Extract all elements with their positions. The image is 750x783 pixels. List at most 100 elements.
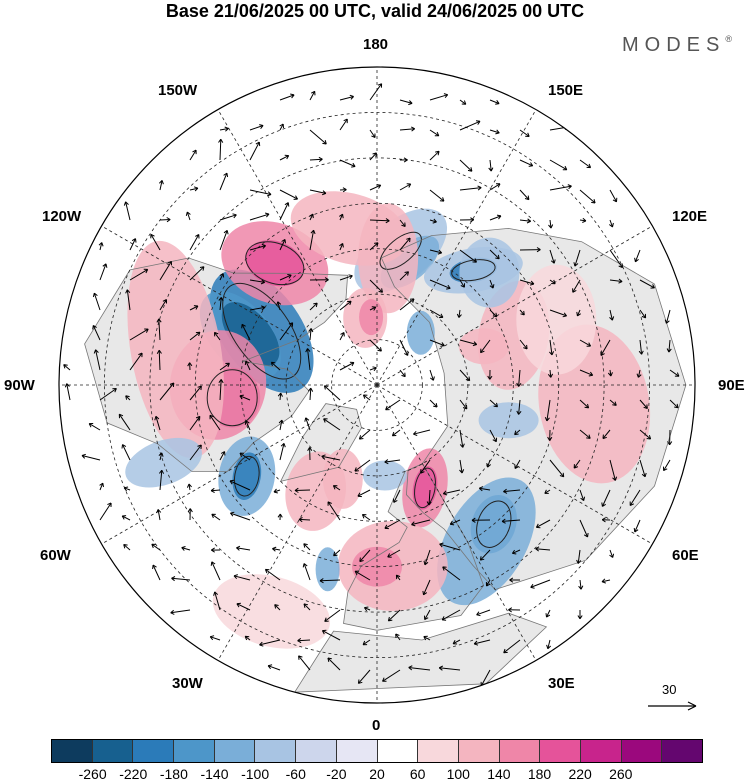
- wind-arrow: [549, 309, 567, 318]
- wind-arrow: [489, 279, 495, 289]
- registered-mark: ®: [725, 34, 732, 44]
- wind-arrow: [514, 459, 521, 469]
- wind-arrow: [489, 399, 498, 408]
- wind-arrow: [638, 339, 644, 355]
- wind-arrow: [323, 418, 341, 431]
- wind-arrow: [279, 322, 294, 341]
- wind-arrow: [429, 189, 445, 202]
- wind-arrow: [549, 279, 556, 285]
- wind-arrow: [399, 339, 409, 356]
- wind-arrow: [92, 324, 101, 341]
- wind-arrow: [159, 299, 167, 311]
- wind-arrow: [81, 453, 101, 461]
- wind-arrow: [369, 242, 379, 251]
- meridian-line: [376, 384, 537, 661]
- land-mass: [294, 613, 547, 693]
- wind-arrow: [159, 217, 171, 223]
- wind-arrow: [486, 459, 492, 468]
- wind-arrow: [572, 279, 581, 293]
- wind-arrow: [298, 655, 311, 671]
- meridian-line: [101, 225, 378, 386]
- wind-arrow: [219, 126, 229, 132]
- wind-arrow: [549, 184, 572, 191]
- wind-arrow: [151, 543, 161, 551]
- wind-arrow: [601, 578, 611, 584]
- wind-arrow: [514, 429, 521, 436]
- wind-arrow: [629, 489, 641, 506]
- wind-arrow: [609, 309, 615, 321]
- wind-arrow: [309, 129, 327, 145]
- wind-arrow: [303, 543, 311, 551]
- wind-arrow: [508, 607, 521, 613]
- anomaly-blob: [437, 477, 536, 606]
- wind-arrow: [602, 429, 611, 440]
- wind-arrow: [473, 639, 491, 646]
- wind-arrow: [439, 542, 461, 551]
- wind-arrow: [239, 452, 251, 461]
- wind-arrow: [609, 249, 623, 268]
- wind-arrow: [302, 563, 311, 581]
- wind-arrow: [519, 339, 528, 350]
- wind-arrow: [382, 669, 401, 682]
- wind-arrow: [429, 399, 438, 408]
- wind-arrow: [429, 150, 440, 161]
- wind-arrow: [609, 399, 617, 406]
- wind-arrow: [429, 279, 451, 290]
- wind-arrow: [219, 213, 237, 221]
- wind-arrow: [186, 483, 192, 491]
- wind-arrow: [519, 189, 530, 201]
- wind-arrow: [229, 479, 251, 491]
- wind-arrow: [309, 90, 316, 101]
- colorbar-cell: [336, 740, 378, 762]
- wind-arrow: [519, 247, 541, 253]
- wind-arrow: [309, 189, 327, 196]
- wind-arrow: [452, 639, 461, 645]
- wind-arrow: [219, 172, 229, 191]
- wind-arrow: [639, 459, 647, 478]
- wind-arrow: [273, 488, 281, 494]
- wind-arrow: [362, 639, 371, 646]
- wind-arrow: [357, 669, 371, 684]
- wind-arrow: [339, 274, 353, 281]
- wind-arrow: [129, 352, 143, 371]
- wind-arrow: [601, 489, 611, 507]
- lon-label-90w: 90W: [4, 377, 35, 394]
- wind-arrow: [669, 369, 680, 377]
- anomaly-blob: [322, 448, 363, 509]
- wind-arrow: [489, 249, 500, 260]
- wind-arrow: [123, 486, 131, 492]
- wind-arrow: [413, 429, 431, 436]
- wind-arrow: [363, 606, 371, 612]
- wind-arrow: [395, 574, 401, 581]
- wind-arrow: [279, 93, 295, 101]
- wind-arrow: [547, 369, 554, 378]
- wind-arrow: [249, 124, 264, 131]
- wind-arrow: [362, 394, 371, 401]
- wind-arrow: [579, 519, 589, 538]
- wind-arrow: [294, 487, 311, 493]
- wind-arrow: [189, 149, 197, 161]
- wind-arrow: [150, 233, 161, 251]
- wind-arrow: [578, 579, 584, 590]
- wind-arrow: [327, 657, 341, 671]
- wind-arrow: [573, 249, 581, 267]
- wind-arrow: [279, 202, 290, 221]
- wind-arrow: [309, 302, 318, 311]
- wind-arrow: [487, 369, 493, 380]
- wind-arrow: [579, 399, 590, 409]
- wind-arrow: [244, 420, 251, 431]
- wind-arrow: [125, 395, 131, 401]
- wind-arrow: [399, 157, 408, 163]
- anomaly-blob: [412, 466, 438, 510]
- lon-label-0: 0: [372, 717, 381, 734]
- wind-arrow: [633, 519, 641, 533]
- contour-line: [451, 259, 496, 282]
- wind-arrow: [361, 514, 371, 521]
- wind-arrow: [239, 394, 251, 401]
- wind-arrow: [408, 665, 431, 671]
- wind-arrow: [339, 187, 347, 193]
- lon-label-120w: 120W: [42, 208, 82, 225]
- wind-arrow: [503, 488, 521, 494]
- wind-arrow: [459, 399, 468, 410]
- wind-arrow: [171, 576, 191, 582]
